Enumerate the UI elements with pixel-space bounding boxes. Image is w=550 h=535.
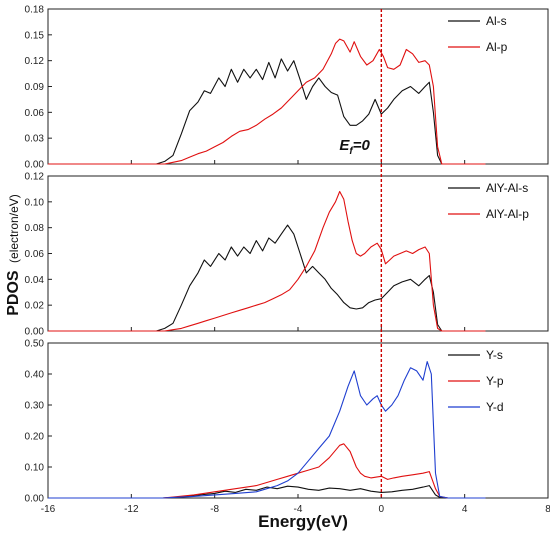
y-axis-title-unit: (electron/eV): [7, 194, 21, 263]
panel-al: 0.00 0.03 0.06 0.09 0.12 0.15 0.18 Al-s Al-p: [25, 5, 549, 171]
legend-y: Y-s Y-p Y-d: [448, 348, 504, 414]
y-tick-label: 0.09: [25, 82, 45, 93]
y-tick-label: 0.10: [25, 197, 45, 208]
y-tick-label: 0.08: [25, 223, 45, 234]
x-tick-label: 0: [379, 504, 385, 515]
panel-frame: [47, 342, 549, 499]
legend-label: Al-p: [486, 40, 508, 54]
y-tick-label: 0.06: [25, 249, 45, 260]
panel-aly-al: 0.000.020.040.060.080.100.12AlY-Al-sAlY-…: [25, 172, 549, 338]
legend-label: AlY-Al-p: [486, 207, 529, 221]
y-tick-label: 0.40: [25, 370, 45, 381]
legend-al: Al-s Al-p: [448, 14, 508, 54]
legend-label: Y-d: [486, 400, 504, 414]
x-axis-title: Energy(eV): [258, 512, 348, 531]
fermi-label-main: E: [339, 137, 350, 154]
y-tick-label: 0.04: [25, 275, 45, 286]
y-tick-label: 0.10: [25, 463, 45, 474]
legend-label: Y-s: [486, 348, 503, 362]
x-tick-label: -8: [210, 504, 219, 515]
panel-y: 0.00 0.10 0.20 0.30 0.40 0.50 Y-s Y-p Y-d: [25, 339, 549, 505]
x-tick-label: -16: [41, 504, 56, 515]
y-tick-label: 0.00: [25, 327, 45, 338]
y-tick-label: 0.02: [25, 301, 45, 312]
y-tick-label: 0.12: [25, 172, 45, 183]
y-tick-label: 0.50: [25, 339, 45, 350]
fermi-label-sub: f: [349, 146, 354, 157]
y-axis-title: PDOS (electron/eV): [5, 194, 22, 316]
x-tick-label: -12: [124, 504, 139, 515]
y-tick-label: 0.12: [25, 56, 45, 67]
x-tick-label: 4: [462, 504, 468, 515]
svg-text:PDOS (electron/eV): PDOS (electron/eV): [5, 194, 22, 316]
series-line-aly-al-p: [48, 190, 486, 332]
y-tick-label: 0.00: [25, 494, 45, 505]
series-line-y-d: [48, 361, 486, 499]
y-tick-label: 0.03: [25, 134, 45, 145]
legend-label: Al-s: [486, 14, 507, 28]
x-tick-label: 8: [545, 504, 550, 515]
y-axis-title-main: PDOS: [5, 270, 22, 316]
legend-label: Y-p: [486, 374, 504, 388]
panel-frame: [47, 8, 549, 165]
y-tick-label: 0.00: [25, 160, 45, 171]
series-line-al-p: [48, 38, 486, 165]
series-line-aly-al-s: [48, 224, 486, 332]
series-line-y-p: [48, 443, 486, 499]
fermi-label-rest: =0: [353, 137, 371, 154]
series-line-al-s: [48, 58, 486, 165]
y-tick-label: 0.18: [25, 5, 45, 16]
y-tick-label: 0.20: [25, 432, 45, 443]
series-line-y-s: [48, 485, 486, 499]
legend-label: AlY-Al-s: [486, 181, 528, 195]
y-tick-label: 0.06: [25, 108, 45, 119]
x-tick-label: -4: [294, 504, 303, 515]
panel-frame: [47, 175, 549, 332]
x-tick-labels: -16 -12 -8 -4 0 4 8: [41, 504, 550, 515]
fermi-level-label: Ef=0: [339, 137, 370, 157]
y-tick-label: 0.30: [25, 401, 45, 412]
legend-aly-al: AlY-Al-s AlY-Al-p: [448, 181, 529, 221]
y-tick-label: 0.15: [25, 30, 45, 41]
